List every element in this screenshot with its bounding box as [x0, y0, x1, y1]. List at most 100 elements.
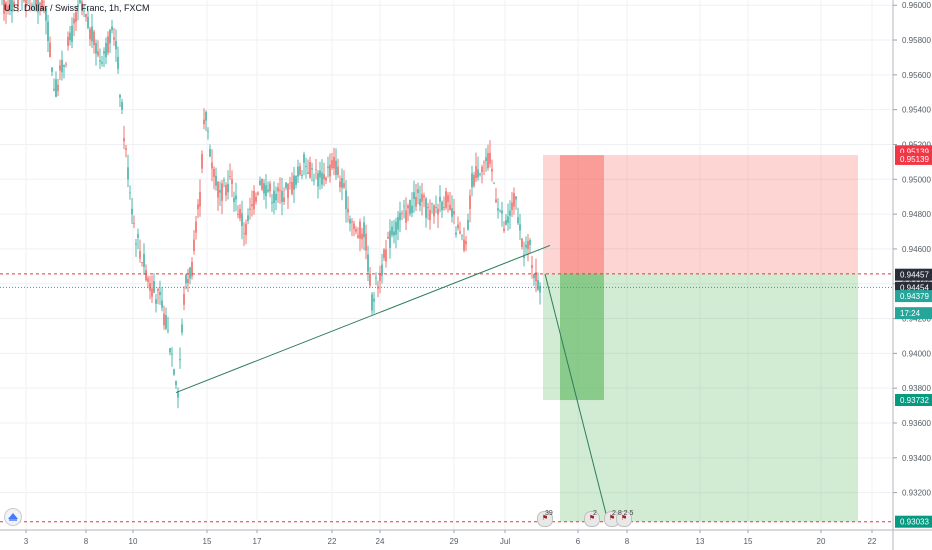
candle-body: [161, 300, 163, 308]
candle-body: [335, 160, 337, 175]
target-2-price-badge-bg: [895, 515, 932, 528]
candle-body: [145, 270, 147, 281]
bid-price-badge: 0.94454: [900, 284, 929, 293]
candle-body: [201, 153, 203, 169]
candle-body: [57, 84, 59, 92]
candle-body: [83, 10, 85, 12]
candle-body: [135, 243, 137, 245]
candle-body: [433, 205, 435, 217]
candle-body: [345, 190, 347, 210]
candle-body: [251, 204, 253, 207]
candle-body: [173, 369, 175, 375]
candle-body: [459, 231, 461, 234]
candle-body: [41, 0, 43, 11]
candle-body: [115, 41, 117, 50]
candle-body: [487, 153, 489, 169]
candle-body: [535, 272, 537, 282]
candle-body: [213, 169, 215, 177]
trendline: [175, 244, 551, 394]
candle-body: [539, 285, 541, 293]
candle-body: [349, 218, 351, 224]
candle-body: [367, 254, 369, 272]
candle-body: [295, 176, 297, 185]
candle-body: [415, 196, 417, 207]
candle-body: [87, 16, 89, 28]
candle-body: [49, 42, 51, 58]
candle-body: [323, 174, 325, 180]
candle-body: [5, 2, 7, 11]
candle-body: [277, 187, 279, 192]
price-tick-label: 0.96000: [902, 1, 931, 10]
target-2-price-badge: 0.93033: [900, 518, 929, 527]
candle-body: [25, 0, 27, 8]
candle-body: [463, 239, 465, 251]
candle-body: [465, 240, 467, 245]
candle-body: [225, 184, 227, 196]
candle-body: [499, 210, 501, 212]
candle-body: [309, 161, 311, 178]
candle-body: [211, 162, 213, 169]
candle-body: [247, 215, 249, 221]
candle-body: [453, 210, 455, 215]
us-flag-event-icon[interactable]: ⚑: [537, 511, 553, 527]
candle-body: [425, 198, 427, 218]
candle-body: [387, 237, 389, 239]
candle-body: [361, 233, 363, 240]
candle-body: [37, 0, 39, 13]
candle-body: [413, 192, 415, 200]
candle-body: [317, 173, 319, 187]
candle-body: [333, 156, 335, 169]
price-tick-label: 0.95600: [902, 71, 931, 80]
time-tick-label: Jul: [500, 537, 510, 546]
price-tick-label: 0.93600: [902, 419, 931, 428]
candle-body: [197, 204, 199, 210]
candle-body: [133, 223, 135, 225]
candle-body: [501, 210, 503, 214]
candle-body: [417, 189, 419, 194]
candle-body: [523, 254, 525, 258]
candle-body: [107, 36, 109, 53]
candle-body: [113, 37, 115, 40]
candle-body: [93, 31, 95, 46]
candle-body: [45, 8, 47, 21]
us-flag-event-icon[interactable]: ⚑: [616, 511, 632, 527]
candle-body: [483, 162, 485, 164]
candle-body: [343, 183, 345, 188]
candle-body: [311, 168, 313, 170]
candle-body: [177, 391, 179, 398]
candle-body: [151, 288, 153, 297]
candle-body: [341, 178, 343, 188]
candle-body: [47, 21, 49, 42]
candle-body: [71, 25, 73, 43]
candle-body: [17, 0, 19, 8]
candle-body: [511, 202, 513, 211]
candle-body: [167, 330, 169, 331]
projection-line: [544, 273, 609, 522]
candle-body: [521, 238, 523, 248]
candle-body: [75, 12, 77, 22]
candle-body: [289, 182, 291, 184]
candle-body: [513, 193, 515, 207]
candle-body: [427, 206, 429, 209]
candle-body: [493, 182, 495, 184]
candle-body: [505, 220, 507, 225]
candle-body: [127, 167, 129, 180]
candle-body: [155, 299, 157, 304]
candle-body: [529, 240, 531, 246]
candle-body: [291, 181, 293, 195]
price-tick-label: 0.95200: [902, 140, 931, 149]
candle-body: [129, 192, 131, 194]
price-tick-label: 0.94800: [902, 210, 931, 219]
candle-body: [337, 166, 339, 176]
us-flag-event-icon[interactable]: ⚑: [584, 511, 600, 527]
candle-body: [431, 203, 433, 205]
candle-body: [105, 42, 107, 58]
time-tick-label: 10: [129, 537, 138, 546]
tradingview-cloud-icon[interactable]: [4, 508, 22, 526]
time-tick-label: 24: [376, 537, 385, 546]
candle-body: [241, 213, 243, 227]
symbol-title: U.S. Dollar / Swiss Franc, 1h, FXCM: [4, 3, 150, 13]
candle-body: [479, 173, 481, 175]
